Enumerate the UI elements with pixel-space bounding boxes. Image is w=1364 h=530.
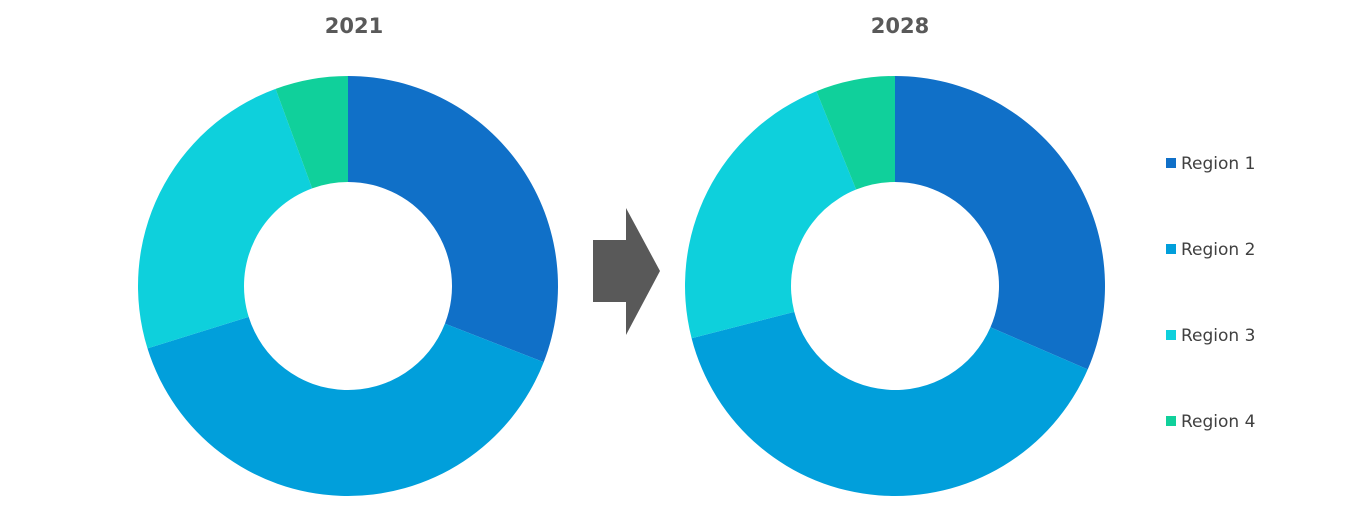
legend-swatch-region-1 [1166, 158, 1176, 168]
legend-item-region-4: Region 4 [1166, 412, 1255, 432]
chart-title-2028: 2028 [871, 14, 929, 38]
legend-label-region-3: Region 3 [1181, 326, 1255, 346]
legend-label-region-1: Region 1 [1181, 154, 1255, 174]
slice-2028-region-3 [685, 91, 857, 339]
legend-swatch-region-4 [1166, 416, 1176, 426]
slice-2021-region-1 [348, 76, 558, 363]
legend: Region 1 Region 2 Region 3 Region 4 [1166, 154, 1255, 432]
legend-swatch-region-3 [1166, 330, 1176, 340]
chart-title-2021: 2021 [325, 14, 383, 38]
legend-item-region-3: Region 3 [1166, 326, 1255, 346]
donut-chart-2021 [138, 76, 558, 496]
right-arrow-icon [593, 208, 660, 335]
legend-label-region-4: Region 4 [1181, 412, 1255, 432]
slice-2028-region-1 [895, 76, 1106, 370]
slice-2021-region-2 [147, 316, 544, 496]
slice-2028-region-2 [691, 311, 1088, 496]
legend-swatch-region-2 [1166, 244, 1176, 254]
slice-2021-region-3 [138, 88, 313, 349]
legend-item-region-2: Region 2 [1166, 240, 1255, 260]
slice-2021-region-4 [275, 76, 348, 189]
donut-chart-2028 [685, 76, 1106, 496]
legend-item-region-1: Region 1 [1166, 154, 1255, 174]
legend-label-region-2: Region 2 [1181, 240, 1255, 260]
slice-2028-region-4 [816, 76, 895, 190]
